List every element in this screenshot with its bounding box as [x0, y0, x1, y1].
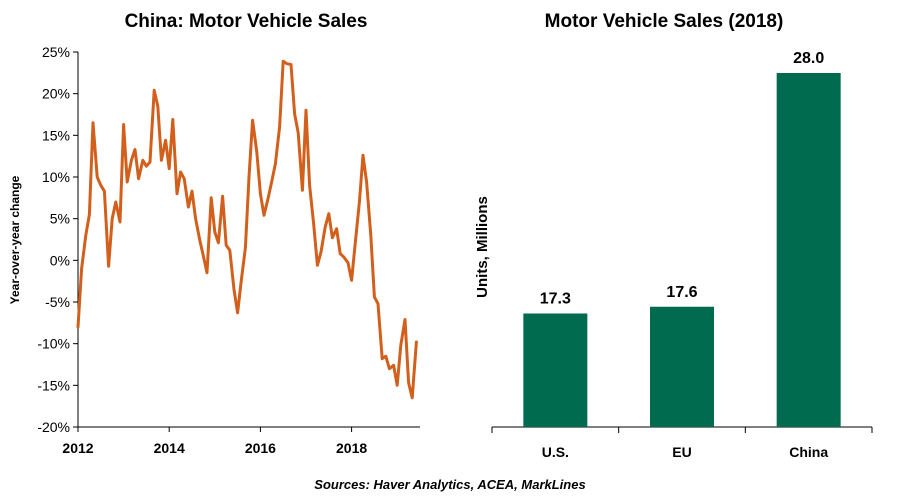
y-tick-label: -5% [45, 294, 70, 310]
bar-chart-bars: 17.3 U.S. 17.6 EU 28.0 China [491, 50, 873, 460]
line-chart-x-ticks: 2012 2014 2016 2018 [62, 427, 367, 456]
line-chart-y-ticks: 25% 20% 15% 10% 5% 0% -5% -10% -15% -20% [37, 44, 78, 435]
x-tick-label: 2018 [336, 440, 367, 456]
bar-data-label: 28.0 [793, 50, 824, 67]
y-tick-label: -10% [37, 336, 70, 352]
bar-chart: Motor Vehicle Sales (2018) Units, Millio… [474, 11, 873, 460]
line-series-china-sales [76, 59, 418, 400]
line-chart: China: Motor Vehicle Sales Year-over-yea… [8, 11, 420, 456]
bar-chart-title: Motor Vehicle Sales (2018) [545, 11, 784, 32]
y-tick-label: 5% [50, 211, 70, 227]
x-tick-label: 2014 [154, 440, 185, 456]
category-label: China [789, 444, 828, 460]
y-tick-label: 10% [42, 169, 70, 185]
bar-china [776, 73, 841, 427]
y-tick-label: 20% [42, 86, 70, 102]
y-tick-label: 15% [42, 127, 70, 143]
category-label: U.S. [542, 444, 569, 460]
y-tick-label: -20% [37, 419, 70, 435]
y-tick-label: -15% [37, 377, 70, 393]
x-tick-label: 2012 [62, 440, 93, 456]
line-chart-title: China: Motor Vehicle Sales [125, 11, 368, 32]
source-note: Sources: Haver Analytics, ACEA, MarkLine… [314, 477, 586, 492]
bar-data-label: 17.6 [666, 284, 697, 301]
x-tick-label: 2016 [245, 440, 276, 456]
bar-data-label: 17.3 [540, 290, 571, 307]
y-tick-label: 0% [50, 252, 70, 268]
category-label: EU [672, 444, 691, 460]
bar-us [523, 313, 588, 427]
line-chart-y-axis-label: Year-over-year change [8, 175, 22, 304]
y-tick-label: 25% [42, 44, 70, 60]
bar-chart-y-axis-label: Units, Millions [474, 196, 491, 298]
bar-eu [650, 306, 714, 427]
